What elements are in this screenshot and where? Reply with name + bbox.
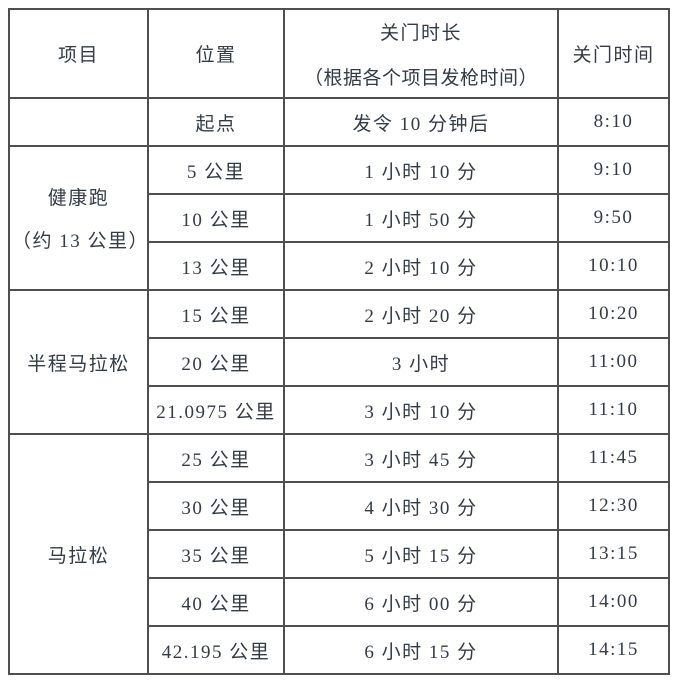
cell-close-time: 10:20 xyxy=(557,289,670,339)
cell-location: 15 公里 xyxy=(147,289,285,339)
header-duration-title: 关门时长 xyxy=(379,22,462,44)
group-name: 马拉松 xyxy=(47,545,110,567)
table-row: 健康跑 （约 13 公里） 5 公里 1 小时 10 分 9:10 xyxy=(8,145,670,291)
cell-location: 40 公里 xyxy=(147,577,285,627)
cell-location: 42.195 公里 xyxy=(147,625,285,675)
cell-duration: 3 小时 10 分 xyxy=(283,385,559,435)
cell-close-time: 14:15 xyxy=(557,625,670,675)
table-row: 21.0975 公里 3 小时 10 分 11:10 xyxy=(9,385,670,435)
cell-group-marathon: 马拉松 xyxy=(8,433,149,675)
cell-location: 21.0975 公里 xyxy=(147,385,285,435)
cell-location: 35 公里 xyxy=(147,529,285,579)
table-row: 42.195 公里 6 小时 15 分 14:15 xyxy=(9,625,670,675)
cell-duration: 发令 10 分钟后 xyxy=(283,97,559,147)
cell-location: 30 公里 xyxy=(147,481,285,531)
cell-duration: 6 小时 00 分 xyxy=(283,577,559,627)
table-row: 35 公里 5 小时 15 分 13:15 xyxy=(9,529,670,579)
table-row: 13 公里 2 小时 10 分 10:10 xyxy=(9,241,670,291)
group-name-note: （约 13 公里） xyxy=(12,231,148,252)
cell-location: 10 公里 xyxy=(147,193,285,243)
cell-close-time: 9:10 xyxy=(557,145,670,195)
cell-location: 13 公里 xyxy=(147,241,285,291)
header-row: 项目 位置 关门时长 （根据各个项目发枪时间） 关门时间 xyxy=(8,8,670,99)
table-row: 半程马拉松 15 公里 2 小时 20 分 10:20 xyxy=(8,289,670,435)
cell-close-time: 11:45 xyxy=(557,433,670,483)
table-row: 40 公里 6 小时 00 分 14:00 xyxy=(9,577,670,627)
cell-group-empty xyxy=(8,97,149,147)
cell-duration: 1 小时 10 分 xyxy=(283,145,559,195)
cell-close-time: 11:10 xyxy=(557,385,670,435)
closing-time-table: 项目 位置 关门时长 （根据各个项目发枪时间） 关门时间 起点 发令 10 分钟… xyxy=(8,8,670,675)
cell-duration: 3 小时 45 分 xyxy=(283,433,559,483)
cell-duration: 2 小时 20 分 xyxy=(283,289,559,339)
table-row: 30 公里 4 小时 30 分 12:30 xyxy=(9,481,670,531)
cell-location: 20 公里 xyxy=(147,337,285,387)
cell-duration: 1 小时 50 分 xyxy=(283,193,559,243)
table-row: 20 公里 3 小时 11:00 xyxy=(9,337,670,387)
cell-close-time: 10:10 xyxy=(557,241,670,291)
cell-location: 5 公里 xyxy=(147,145,285,195)
table-row: 马拉松 25 公里 3 小时 45 分 11:45 xyxy=(8,433,670,675)
header-close-time: 关门时间 xyxy=(557,8,670,99)
table-row: 10 公里 1 小时 50 分 9:50 xyxy=(9,193,670,243)
cell-close-time: 12:30 xyxy=(557,481,670,531)
group-name: 健康跑 xyxy=(47,188,110,209)
cell-close-time: 9:50 xyxy=(557,193,670,243)
cell-location: 起点 xyxy=(147,97,285,147)
header-project: 项目 xyxy=(8,8,149,99)
cell-location: 25 公里 xyxy=(147,433,285,483)
cell-duration: 5 小时 15 分 xyxy=(283,529,559,579)
cell-group-half-marathon: 半程马拉松 xyxy=(8,289,149,435)
cell-close-time: 14:00 xyxy=(557,577,670,627)
group-name: 半程马拉松 xyxy=(27,353,130,375)
cell-close-time: 11:00 xyxy=(557,337,670,387)
cell-close-time: 8:10 xyxy=(557,97,670,147)
table-row: 起点 发令 10 分钟后 8:10 xyxy=(8,97,670,147)
cell-duration: 3 小时 xyxy=(283,337,559,387)
header-location: 位置 xyxy=(147,8,285,99)
header-duration-note: （根据各个项目发枪时间） xyxy=(303,67,538,89)
cell-group-health-run: 健康跑 （约 13 公里） xyxy=(8,145,149,291)
header-duration: 关门时长 （根据各个项目发枪时间） xyxy=(283,8,559,99)
cell-close-time: 13:15 xyxy=(557,529,670,579)
cell-duration: 2 小时 10 分 xyxy=(283,241,559,291)
cell-duration: 4 小时 30 分 xyxy=(283,481,559,531)
cell-duration: 6 小时 15 分 xyxy=(283,625,559,675)
